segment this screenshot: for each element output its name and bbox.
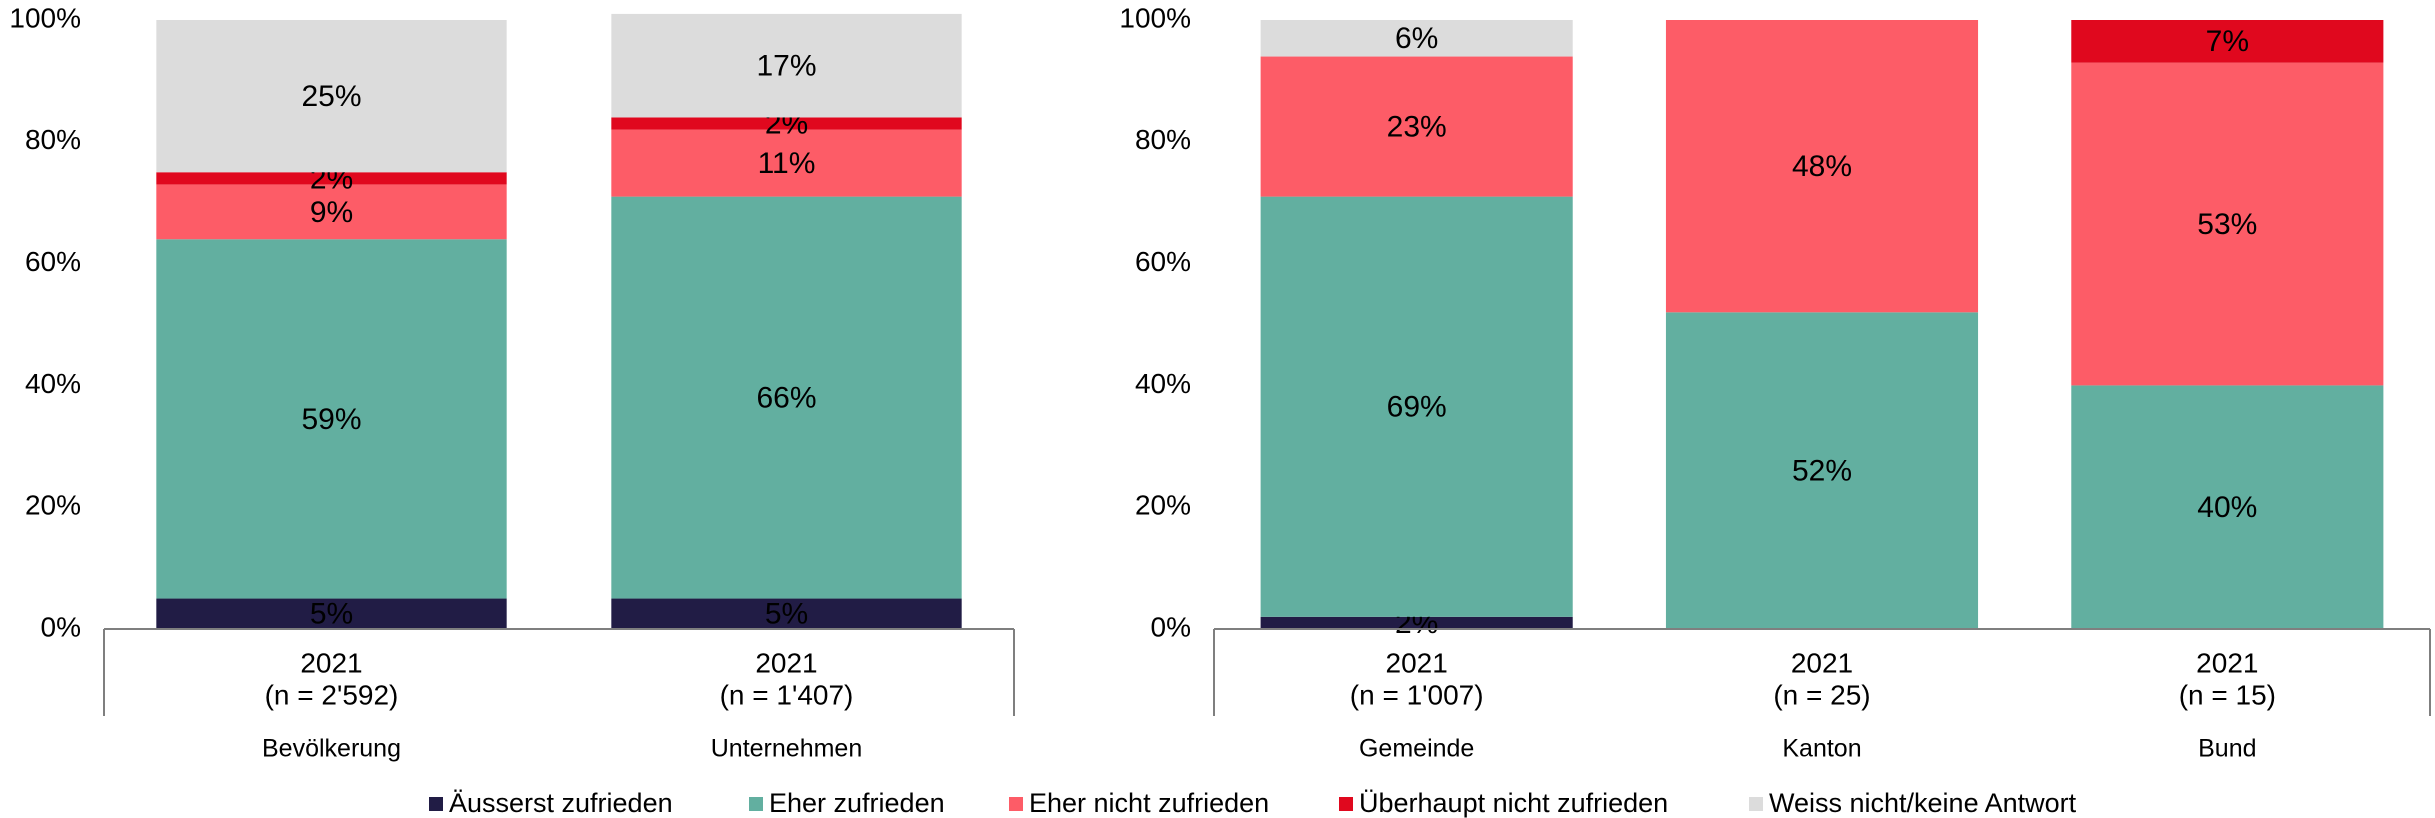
group-label: Kanton xyxy=(1782,735,1861,763)
x-tick-note: (n = 25) xyxy=(1773,679,1870,710)
bar-segment xyxy=(2071,385,2384,629)
data-label: 66% xyxy=(756,382,816,415)
data-label: 7% xyxy=(2206,25,2249,58)
data-label: 53% xyxy=(2197,208,2257,241)
bar-segment xyxy=(156,598,507,629)
bar-segment xyxy=(611,117,962,130)
bar-segment xyxy=(156,239,507,599)
x-tick-note: (n = 1'007) xyxy=(1350,679,1484,710)
group-label: Unternehmen xyxy=(711,735,862,763)
bar-segment xyxy=(1665,312,1979,629)
bar-segment xyxy=(611,196,962,599)
x-tick-label: 2021 xyxy=(1386,647,1448,678)
data-label: 17% xyxy=(756,50,816,83)
x-tick-note: (n = 2'592) xyxy=(265,679,399,710)
data-label: 69% xyxy=(1387,391,1447,424)
legend-swatch xyxy=(429,797,443,811)
bar-segment xyxy=(1260,196,1573,617)
legend-label: Eher zufrieden xyxy=(769,788,945,818)
bar-segment xyxy=(1260,56,1573,197)
bar-segment xyxy=(156,184,507,240)
x-tick-label: 2021 xyxy=(2196,647,2258,678)
y-tick-label: 40% xyxy=(25,368,81,399)
y-tick-label: 60% xyxy=(1135,246,1191,277)
x-tick-note: (n = 1'407) xyxy=(720,679,854,710)
y-tick-label: 0% xyxy=(41,611,81,642)
data-label: 40% xyxy=(2197,491,2257,524)
bar-segment xyxy=(611,598,962,629)
legend-swatch xyxy=(1009,797,1023,811)
data-label: 9% xyxy=(310,196,353,229)
bar-segment xyxy=(1260,20,1573,57)
x-tick-label: 2021 xyxy=(300,647,362,678)
group-label: Gemeinde xyxy=(1359,735,1474,763)
data-label: 52% xyxy=(1792,455,1852,488)
legend-label: Eher nicht zufrieden xyxy=(1029,788,1269,818)
group-label: Bund xyxy=(2198,735,2256,763)
legend-swatch xyxy=(1339,797,1353,811)
y-tick-label: 100% xyxy=(1119,2,1191,33)
bar-segment xyxy=(156,20,507,173)
data-label: 48% xyxy=(1792,150,1852,183)
bar-segment xyxy=(2071,62,2384,386)
x-tick-label: 2021 xyxy=(755,647,817,678)
data-label: 23% xyxy=(1387,110,1447,143)
y-tick-label: 40% xyxy=(1135,368,1191,399)
bar-segment xyxy=(156,172,507,185)
bar-segment xyxy=(1665,20,1979,313)
data-label: 59% xyxy=(301,403,361,436)
legend-label: Weiss nicht/keine Antwort xyxy=(1769,788,2077,818)
legend-label: Überhaupt nicht zufrieden xyxy=(1359,788,1668,818)
y-tick-label: 20% xyxy=(25,490,81,521)
x-tick-note: (n = 15) xyxy=(2179,679,2276,710)
y-tick-label: 80% xyxy=(25,124,81,155)
legend-swatch xyxy=(749,797,763,811)
data-label: 5% xyxy=(765,598,808,631)
data-label: 11% xyxy=(758,147,816,180)
bar-segment xyxy=(611,129,962,197)
bar-segment xyxy=(611,13,962,118)
legend-label: Äusserst zufrieden xyxy=(449,788,673,818)
y-tick-label: 0% xyxy=(1151,611,1191,642)
data-label: 5% xyxy=(310,598,353,631)
data-label: 25% xyxy=(301,80,361,113)
y-tick-label: 100% xyxy=(9,2,81,33)
y-tick-label: 80% xyxy=(1135,124,1191,155)
bar-segment xyxy=(1260,616,1573,629)
bar-segment xyxy=(2071,20,2384,63)
group-label: Bevölkerung xyxy=(262,735,401,763)
legend-swatch xyxy=(1749,797,1763,811)
y-tick-label: 20% xyxy=(1135,490,1191,521)
data-label: 6% xyxy=(1395,22,1438,55)
y-tick-label: 60% xyxy=(25,246,81,277)
x-tick-label: 2021 xyxy=(1791,647,1853,678)
